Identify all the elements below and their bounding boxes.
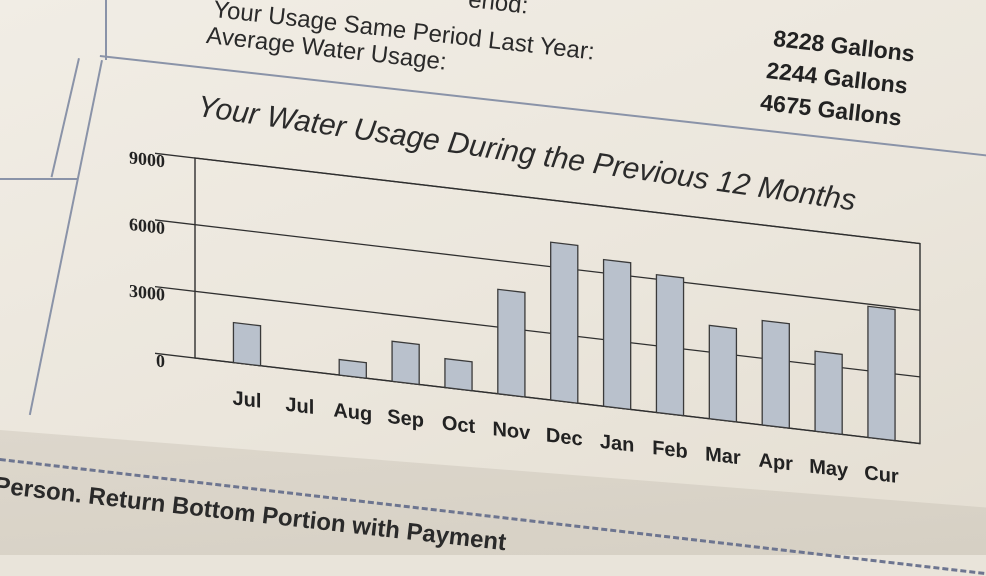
bar-11: [814, 350, 843, 436]
bar-10: [761, 319, 790, 429]
x-tick-label-5: Nov: [493, 418, 532, 444]
x-tick-label-3: Sep: [387, 406, 424, 432]
y-tick-label-3000: 3000: [129, 281, 165, 305]
x-tick-label-10: Apr: [759, 450, 794, 476]
bar-12: [867, 305, 896, 442]
bar-9: [708, 324, 738, 423]
gridline-9000: [155, 152, 920, 245]
x-tick-label-0: Jul: [233, 388, 262, 413]
bar-0: [232, 321, 262, 367]
x-tick-label-11: May: [809, 456, 849, 483]
bar-8: [655, 273, 685, 417]
gridline-0: [155, 352, 920, 445]
x-tick-label-8: Feb: [652, 437, 688, 463]
frame-left-line: [105, 0, 107, 60]
x-tick-label-7: Jan: [600, 431, 634, 457]
y-tick-label-9000: 9000: [129, 147, 165, 171]
bar-6: [550, 241, 579, 404]
gridline-6000: [155, 219, 920, 311]
x-tick-label-4: Oct: [442, 412, 476, 438]
x-tick-label-2: Aug: [333, 399, 372, 426]
x-tick-label-12: Cur: [864, 462, 899, 488]
y-tick-label-0: 0: [156, 350, 165, 371]
bar-3: [391, 340, 420, 386]
bar-7: [602, 258, 632, 411]
gridline-3000: [155, 285, 920, 378]
bar-2: [338, 358, 367, 379]
x-tick-label-9: Mar: [705, 443, 741, 469]
frame-outer-left-line: [0, 178, 78, 180]
y-tick-label-6000: 6000: [129, 214, 165, 238]
x-tick-label-1: Jul: [285, 394, 314, 419]
bar-4: [444, 357, 473, 392]
x-tick-label-6: Dec: [546, 424, 583, 450]
usage-bar-chart: 0 3000 6000 9000 Jul Jul Aug Sep Oct Nov Dec Jan Feb…: [129, 147, 921, 488]
bar-5: [497, 288, 526, 398]
